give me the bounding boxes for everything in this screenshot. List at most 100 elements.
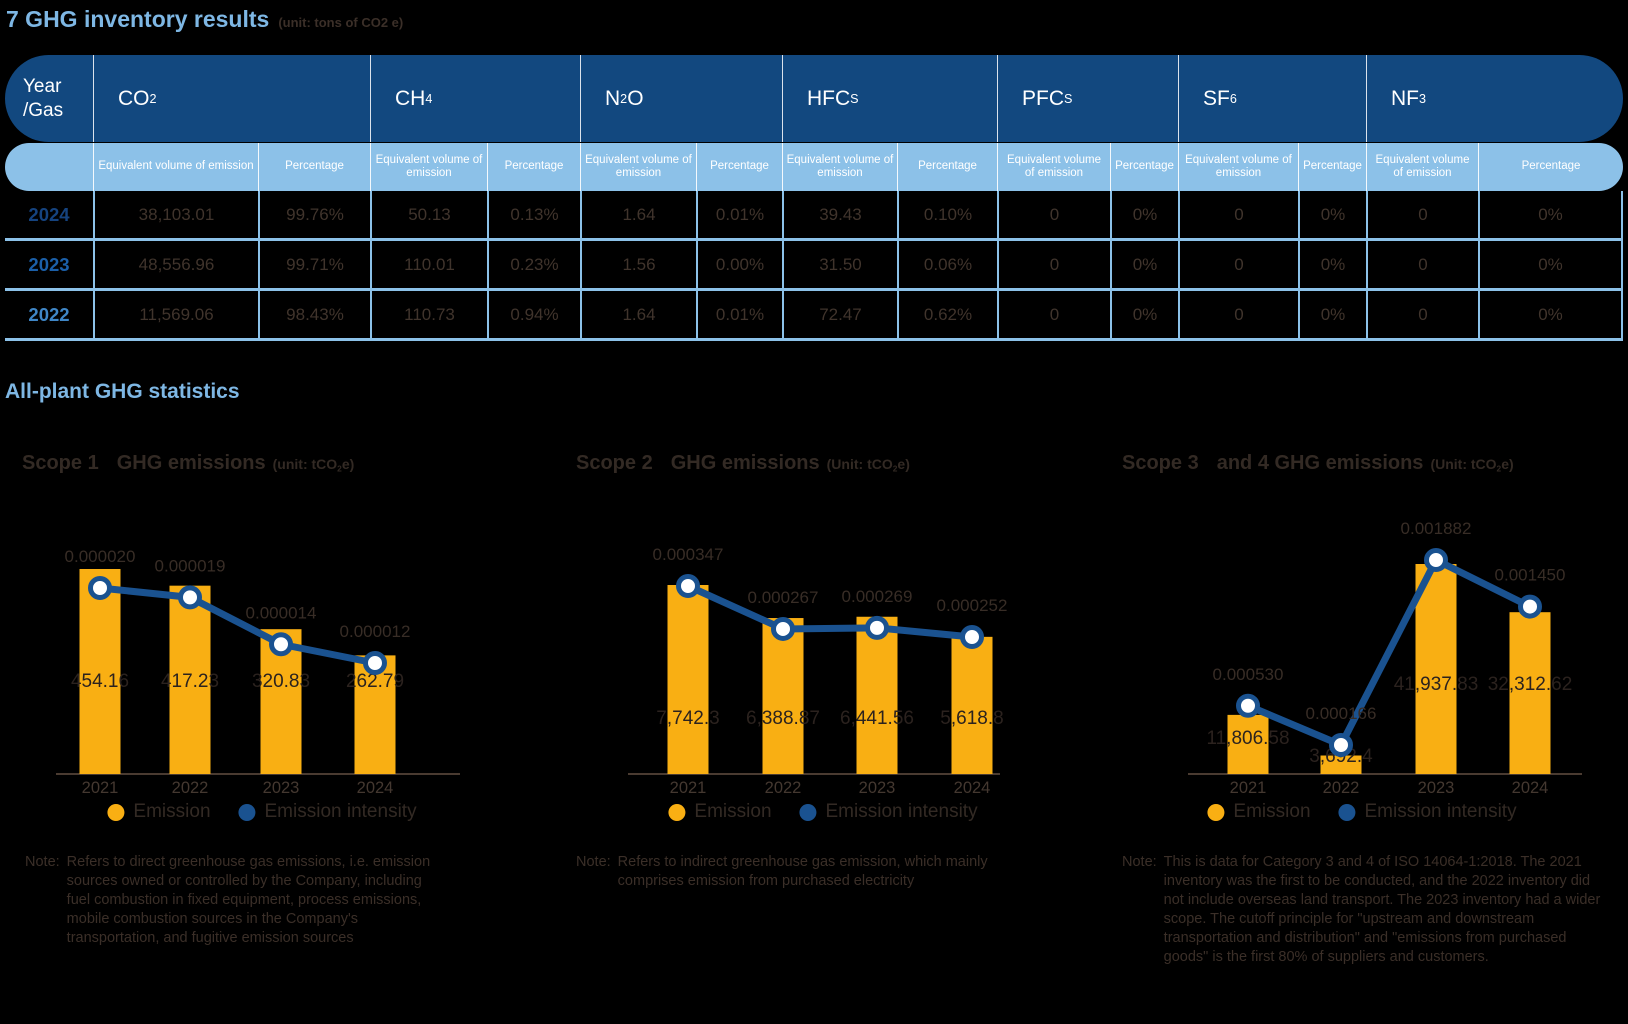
text-part: CO: [118, 86, 150, 110]
table-gas-header-row: Year /Gas CO 2 CH 4 N 2 O HFC S PFC S SF 6 NF 3: [5, 55, 1623, 142]
subheader-percentage-cell: Percentage: [1298, 143, 1366, 191]
scope-3-note-text: This is data for Category 3 and 4 of ISO…: [1163, 854, 1601, 965]
year-gas-header-line1: Year: [23, 75, 62, 97]
value-cell: 0.01%: [696, 291, 782, 338]
x-axis-label-2022: 2022: [172, 779, 209, 797]
intensity-marker-2024: [1518, 594, 1542, 619]
scope-3-chart: 11,806.583,692.441,937.8332,312.620.0005…: [1095, 497, 1607, 822]
subscript: 3: [1419, 91, 1427, 106]
value-cell: 0%: [1110, 291, 1178, 338]
emission-bar-2023: [856, 616, 898, 774]
bar-value-label: 7,742.3: [656, 708, 719, 729]
subheader-percentage-cell: Percentage: [696, 143, 782, 191]
scope-1-note: Note: Refers to direct greenhouse gas em…: [25, 853, 449, 948]
value-cell: 0.23%: [487, 241, 580, 288]
value-cell: 0.62%: [897, 291, 997, 338]
value-cell: 0%: [1298, 291, 1366, 338]
legend-emission-intensity: Emission intensity: [238, 801, 417, 823]
scope-2-note: Note: Refers to indirect greenhouse gas …: [576, 853, 1022, 891]
scope-1-chart-title: Scope 1 GHG emissions (unit: tCO2e): [22, 452, 354, 475]
intensity-value-label: 0.000019: [155, 556, 226, 575]
intensity-value-label: 0.000166: [1306, 704, 1377, 723]
bar-value-label: 11,806.58: [1206, 728, 1289, 749]
table-row-2023: 2023 48,556.96 99.71% 110.01 0.23% 1.56 0.00% 3…: [5, 241, 1623, 291]
subheader-percentage-cell: Percentage: [487, 143, 580, 191]
text-part: CH: [395, 86, 426, 110]
value-cell: 110.73: [370, 291, 487, 338]
emission-bar-2022: [762, 618, 804, 774]
subheader-percentage-cell: Percentage: [1478, 143, 1623, 191]
text-part: O: [627, 86, 644, 110]
intensity-marker-2023: [1424, 548, 1448, 572]
intensity-marker-2021: [1236, 693, 1260, 718]
emission-bar-2021: [1227, 714, 1269, 774]
note-label: Note:: [25, 854, 60, 870]
legend-emission-intensity: Emission intensity: [799, 801, 978, 823]
intensity-value-label: 0.000269: [842, 587, 913, 606]
value-cell: 1.56: [580, 241, 696, 288]
value-cell: 0: [997, 291, 1110, 338]
subscript: 2: [620, 91, 628, 106]
subheader-volume-cell: Equivalent volume of emission: [782, 143, 897, 191]
text-part: HFC: [807, 86, 851, 110]
value-cell: 0: [1178, 241, 1298, 288]
value-cell: 31.50: [782, 241, 897, 288]
x-axis-label-2023: 2023: [1418, 779, 1455, 797]
subheader-volume-cell: Equivalent volume of emission: [1366, 143, 1478, 191]
year-cell: 2023: [28, 253, 70, 275]
intensity-value-label: 0.000020: [65, 547, 136, 566]
scope-3-title-rest: and 4 GHG emissions: [1216, 452, 1424, 474]
x-axis-label-2023: 2023: [859, 779, 896, 797]
value-cell: 99.76%: [258, 191, 370, 238]
scope-2-title-unit: (Unit: tCO2e): [827, 456, 910, 473]
scope-3-title-unit: (Unit: tCO2e): [1430, 456, 1513, 474]
value-cell: 0: [1366, 291, 1478, 338]
year-cell: 2024: [28, 203, 70, 225]
legend-emission-intensity: Emission intensity: [1338, 801, 1517, 823]
emission-bar-2021: [79, 569, 121, 774]
scope-2-chart: 7,742.3 6,388.87 6,441.56 5,618.8 0.000347 0.…: [555, 497, 1035, 822]
gas-header-cell: CH 4: [370, 55, 580, 142]
intensity-line: [1244, 556, 1534, 749]
value-cell: 0.13%: [487, 191, 580, 238]
bar-value-label: 6,388.87: [746, 708, 820, 729]
subheader-percentage-cell: Percentage: [1110, 143, 1178, 191]
intensity-value-label: 0.001882: [1401, 519, 1472, 538]
value-cell: 1.64: [580, 191, 696, 238]
value-cell: 0%: [1298, 191, 1366, 238]
intensity-value-label: 0.000347: [653, 545, 724, 564]
bar-value-label: 32,312.62: [1488, 674, 1573, 695]
intensity-value-label: 0.000252: [937, 596, 1008, 615]
value-cell: 0: [997, 191, 1110, 238]
legend-emission: Emission: [1207, 801, 1311, 823]
emission-bar-2024: [354, 655, 396, 774]
bar-value-label: 5,618.8: [940, 708, 1003, 729]
subscript: 2: [1496, 463, 1502, 474]
intensity-marker-2023: [269, 632, 293, 657]
legend-emission-intensity-label: Emission intensity: [825, 801, 978, 822]
subheader-percentage-cell: Percentage: [897, 143, 997, 191]
intensity-value-label: 0.000267: [748, 588, 819, 607]
text-part: NF: [1391, 86, 1419, 110]
intensity-marker-2021: [676, 574, 700, 598]
value-cell: 0%: [1478, 241, 1623, 288]
value-cell: 48,556.96: [93, 241, 258, 288]
emission-bar-2024: [1509, 612, 1551, 774]
intensity-value-label: 0.001450: [1495, 566, 1566, 585]
bar-value-label: 41,937.83: [1394, 674, 1479, 695]
intensity-marker-2022: [1329, 733, 1353, 757]
table-row-2024: 2024 38,103.01 99.76% 50.13 0.13% 1.64 0.01% 39…: [5, 191, 1623, 241]
scope-2-title-prefix: Scope 2: [576, 452, 653, 474]
ghg-inventory-table: Year /Gas CO 2 CH 4 N 2 O HFC S PFC S SF 6 NF 3 Equiva…: [5, 55, 1623, 341]
emission-bar-2022: [169, 585, 211, 774]
value-cell: 0.94%: [487, 291, 580, 338]
subscript: 6: [1229, 91, 1237, 106]
scope-1-title-rest: GHG emissions: [116, 452, 266, 474]
value-cell: 50.13: [370, 191, 487, 238]
value-cell: 1.64: [580, 291, 696, 338]
scope-1-legend: Emission Emission intensity: [107, 801, 417, 823]
scope-2-chart-title: Scope 2 GHG emissions (Unit: tCO2e): [576, 452, 910, 475]
value-cell: 0%: [1478, 291, 1623, 338]
value-cell: 0: [1178, 191, 1298, 238]
scope-1-chart: 454.16 417.23 320.83 262.79 0.000020 0.000019…: [20, 497, 500, 822]
